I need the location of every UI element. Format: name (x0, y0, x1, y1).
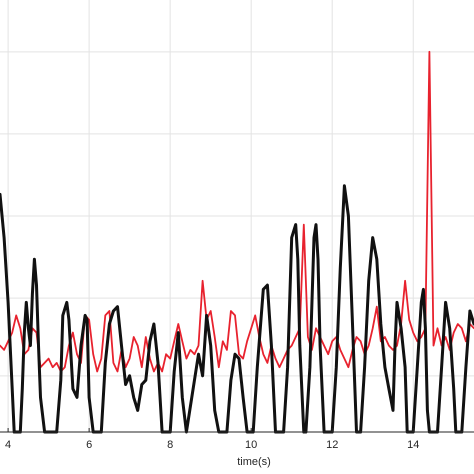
x-tick-label-1: 6 (86, 439, 92, 451)
x-tick-label-4: 12 (326, 439, 338, 451)
x-tick-label-3: 10 (245, 439, 257, 451)
x-tick-label-2: 8 (167, 439, 173, 451)
x-tick-label-5: 14 (407, 439, 419, 451)
x-tick-label-0: 4 (5, 439, 11, 451)
series-group (0, 50, 474, 434)
series-line-1 (0, 184, 474, 434)
x-axis-ticks: 4 6 8 10 12 14 (5, 428, 419, 451)
x-axis-title: time(s) (237, 456, 271, 468)
